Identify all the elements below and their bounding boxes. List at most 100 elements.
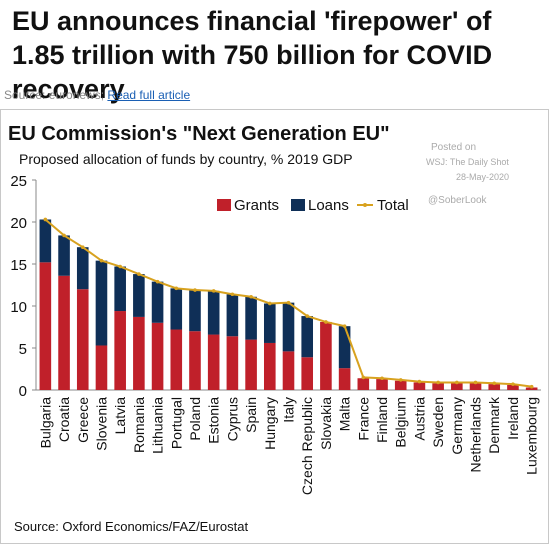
x-tick-label: Austria [411,397,427,441]
x-tick-label: Latvia [112,397,128,435]
total-point [305,314,310,318]
bar-grants [525,387,538,390]
total-point [473,380,478,385]
x-tick-label: Belgium [393,397,409,448]
total-point [529,384,534,389]
bar-loans [226,294,239,337]
bar-grants [189,331,201,390]
y-tick-label: 0 [19,383,27,400]
bar-grants [451,383,463,390]
bar-loans [114,266,126,312]
bar-grants [114,311,126,390]
legend-marker-total [363,203,367,207]
total-point [286,300,291,305]
x-tick-label: Cyprus [224,397,240,441]
bar-grants [95,345,108,390]
total-point [511,382,515,386]
total-point [230,292,235,297]
bar-grants [226,336,239,390]
total-point [417,379,422,384]
article-source: Source: euronews; Read full article [4,88,190,102]
bar-grants [469,383,482,390]
bar-loans [263,303,276,343]
x-tick-label: Romania [131,397,147,453]
x-tick-label: Italy [281,397,297,423]
chart-title: EU Commission's "Next Generation EU" [8,123,390,145]
bar-grants [263,342,276,390]
legend-label-total: Total [377,197,409,214]
total-point [62,233,66,238]
total-point [398,378,403,382]
chart-subtitle: Proposed allocation of funds by country,… [19,151,353,167]
chart-panel: EU Commission's "Next Generation EU" Pro… [0,109,549,544]
x-tick-label: Slovakia [318,397,334,450]
total-line [43,217,534,389]
bar-grants [507,384,519,390]
bar-loans [338,326,351,369]
chart-source: Source: Oxford Economics/FAZ/Eurostat [14,519,248,534]
bar-loans [282,302,295,352]
bar-grants [39,262,52,390]
bar-grants [58,275,70,390]
total-point [342,324,347,328]
bar-grants [245,339,257,390]
bar-loans [189,290,201,332]
total-point [80,245,85,249]
total-point [361,375,366,380]
bars [39,219,538,390]
total-point [436,380,440,385]
total-point [211,289,216,293]
source-label: Source: euronews; [4,88,105,102]
bar-grants [320,321,332,390]
total-point [455,380,459,385]
bar-grants [207,334,220,390]
legend-label-loans: Loans [308,197,349,214]
bar-grants [151,322,164,390]
bar-grants [301,357,314,390]
bar-grants [413,382,426,390]
posted-by-label: WSJ: The Daily Shot [426,157,509,167]
total-point [380,376,384,381]
y-tick-label: 5 [19,341,27,358]
x-tick-label: Greece [75,397,91,443]
bar-grants [488,384,501,390]
bar-grants [76,289,89,390]
bar-loans [151,281,164,323]
y-tick-label: 10 [10,299,27,316]
allocation-chart: EU Commission's "Next Generation EU" Pro… [8,123,541,534]
total-point [137,272,141,276]
x-tick-label: Germany [449,397,465,455]
x-tick-label: Poland [187,397,203,441]
x-axis-labels: Bulgaria Croatia Greece Slovenia Latvia Roman… [37,396,539,495]
bar-loans [245,296,257,340]
bar-loans [207,290,220,335]
x-tick-label: Czech Republic [299,397,315,495]
bar-loans [95,260,108,346]
x-tick-label: Bulgaria [37,397,53,449]
legend: Grants Loans Total [217,197,409,214]
bar-grants [357,378,370,390]
total-point [249,294,253,299]
x-tick-label: Finland [374,397,390,443]
total-point [118,264,122,269]
x-tick-label: Croatia [56,397,72,442]
x-tick-label: Denmark [486,396,502,454]
x-tick-label: Malta [337,397,353,431]
posted-date-label: 28-May-2020 [456,172,509,182]
bar-loans [301,316,314,358]
x-tick-label: Ireland [505,397,521,440]
x-tick-label: Luxembourg [524,397,540,475]
total-point [174,286,179,291]
bar-grants [170,329,183,390]
y-tick-label: 15 [10,257,27,274]
bar-loans [170,288,183,330]
bar-loans [39,219,52,263]
bar-grants [133,316,145,390]
read-full-article-link[interactable]: Read full article [107,88,191,102]
x-tick-label: Spain [243,397,259,433]
total-point [193,288,197,292]
bar-loans [133,274,145,317]
bar-loans [58,235,70,276]
x-tick-label: France [355,397,371,441]
legend-label-grants: Grants [234,197,279,214]
